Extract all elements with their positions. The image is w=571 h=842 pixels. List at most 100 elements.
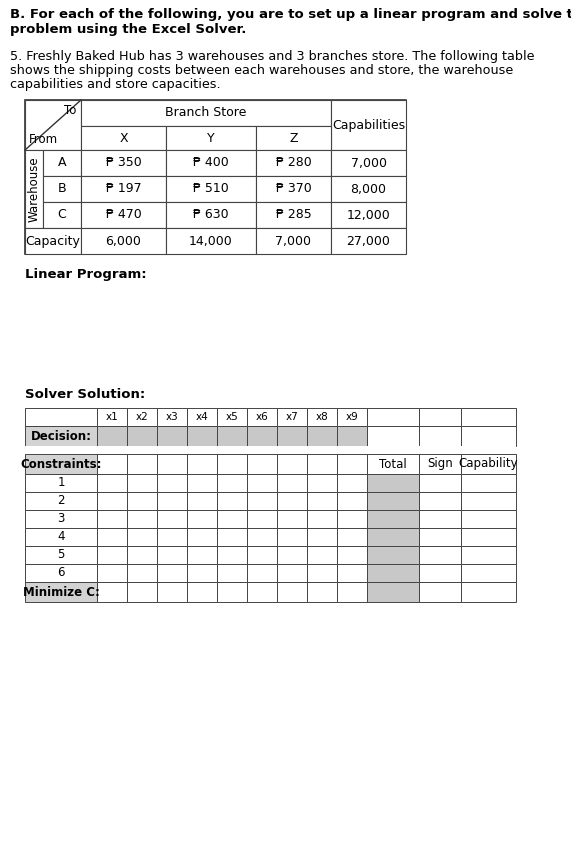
- Bar: [331, 228, 406, 254]
- Text: Solver Solution:: Solver Solution:: [25, 388, 145, 401]
- Bar: [157, 510, 187, 528]
- Text: A: A: [58, 157, 66, 169]
- Bar: [97, 454, 127, 474]
- Bar: [307, 528, 337, 546]
- Bar: [247, 564, 277, 582]
- Text: Linear Program:: Linear Program:: [25, 268, 147, 281]
- Bar: [97, 426, 127, 446]
- Bar: [25, 492, 97, 510]
- Bar: [157, 474, 187, 492]
- Bar: [461, 426, 516, 446]
- Text: ₱ 370: ₱ 370: [276, 183, 311, 195]
- Text: 2: 2: [57, 494, 65, 508]
- Bar: [217, 546, 247, 564]
- Text: To: To: [63, 104, 76, 117]
- Text: Capability: Capability: [459, 457, 518, 471]
- Bar: [367, 426, 419, 446]
- Bar: [331, 202, 406, 228]
- Bar: [277, 426, 307, 446]
- Bar: [157, 546, 187, 564]
- Bar: [307, 408, 337, 426]
- Text: From: From: [29, 133, 58, 146]
- Text: 6: 6: [57, 567, 65, 579]
- Text: ₱ 350: ₱ 350: [106, 157, 142, 169]
- Bar: [367, 492, 419, 510]
- Text: Capabilities: Capabilities: [332, 119, 405, 131]
- Bar: [157, 408, 187, 426]
- Text: x3: x3: [166, 412, 178, 422]
- Bar: [461, 582, 516, 602]
- Bar: [127, 510, 157, 528]
- Bar: [307, 546, 337, 564]
- Bar: [419, 528, 461, 546]
- Text: Sign: Sign: [427, 457, 453, 471]
- Text: Branch Store: Branch Store: [166, 106, 247, 120]
- Bar: [81, 100, 331, 126]
- Text: Total: Total: [379, 457, 407, 471]
- Text: 12,000: 12,000: [347, 209, 391, 221]
- Text: X: X: [119, 131, 128, 145]
- Text: B: B: [58, 183, 66, 195]
- Text: shows the shipping costs between each warehouses and store, the warehouse: shows the shipping costs between each wa…: [10, 64, 513, 77]
- Bar: [277, 510, 307, 528]
- Bar: [331, 150, 406, 176]
- Text: x7: x7: [286, 412, 299, 422]
- Bar: [367, 528, 419, 546]
- Bar: [247, 510, 277, 528]
- Text: Warehouse: Warehouse: [27, 156, 41, 221]
- Text: Capacity: Capacity: [26, 235, 81, 248]
- Bar: [419, 454, 461, 474]
- Text: Constraints:: Constraints:: [20, 457, 102, 471]
- Bar: [367, 454, 419, 474]
- Bar: [43, 202, 81, 228]
- Bar: [25, 454, 97, 474]
- Bar: [25, 510, 97, 528]
- Text: capabilities and store capacities.: capabilities and store capacities.: [10, 78, 220, 91]
- Bar: [97, 408, 127, 426]
- Bar: [97, 546, 127, 564]
- Text: 27,000: 27,000: [347, 235, 391, 248]
- Bar: [127, 408, 157, 426]
- Bar: [25, 564, 97, 582]
- Bar: [419, 582, 461, 602]
- Text: problem using the Excel Solver.: problem using the Excel Solver.: [10, 23, 246, 36]
- Bar: [157, 528, 187, 546]
- Bar: [256, 126, 331, 150]
- Bar: [247, 582, 277, 602]
- Bar: [367, 474, 419, 492]
- Bar: [25, 426, 97, 446]
- Bar: [97, 582, 127, 602]
- Bar: [81, 126, 166, 150]
- Bar: [217, 528, 247, 546]
- Text: 5: 5: [57, 548, 65, 562]
- Bar: [461, 454, 516, 474]
- Bar: [307, 474, 337, 492]
- Bar: [337, 546, 367, 564]
- Bar: [419, 510, 461, 528]
- Bar: [25, 474, 97, 492]
- Text: 1: 1: [57, 477, 65, 489]
- Bar: [277, 564, 307, 582]
- Text: 14,000: 14,000: [189, 235, 233, 248]
- Bar: [461, 510, 516, 528]
- Bar: [187, 474, 217, 492]
- Text: ₱ 630: ₱ 630: [193, 209, 229, 221]
- Bar: [277, 582, 307, 602]
- Bar: [461, 546, 516, 564]
- Text: ₱ 400: ₱ 400: [193, 157, 229, 169]
- Bar: [367, 582, 419, 602]
- Bar: [247, 546, 277, 564]
- Bar: [157, 426, 187, 446]
- Bar: [419, 564, 461, 582]
- Bar: [277, 492, 307, 510]
- Bar: [217, 426, 247, 446]
- Bar: [127, 492, 157, 510]
- Bar: [247, 474, 277, 492]
- Bar: [127, 528, 157, 546]
- Bar: [25, 100, 81, 150]
- Bar: [337, 582, 367, 602]
- Bar: [256, 228, 331, 254]
- Bar: [307, 582, 337, 602]
- Bar: [217, 454, 247, 474]
- Text: x8: x8: [316, 412, 328, 422]
